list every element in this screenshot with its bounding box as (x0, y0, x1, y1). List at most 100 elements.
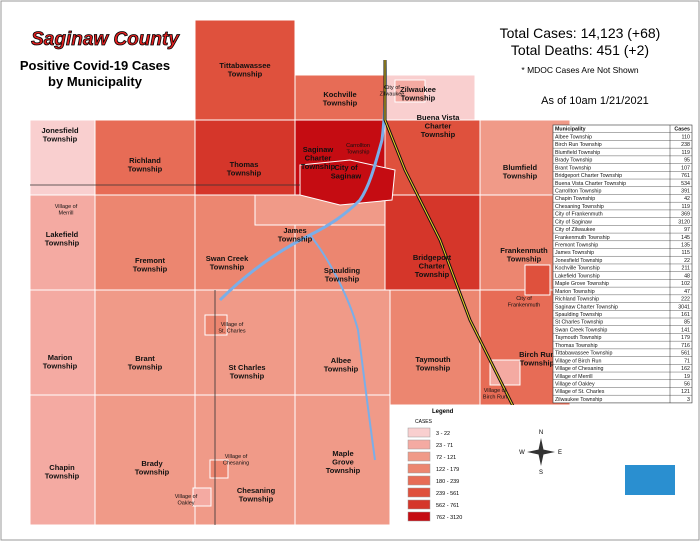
table-cell: 391 (681, 188, 690, 194)
legend-label: 3 - 22 (436, 431, 450, 437)
map-label: Brant Township (128, 354, 163, 372)
city-area (489, 359, 521, 386)
legend-label: 762 - 3120 (436, 515, 462, 521)
map-label-line: Thomas (230, 160, 259, 169)
map-label-line: City of (384, 85, 400, 91)
city-area (192, 487, 212, 507)
map-label: Marion Township (43, 353, 78, 371)
legend-swatch (407, 463, 431, 474)
table-cell: Village of Merrill (555, 374, 593, 380)
map-label-line: Township (503, 172, 538, 181)
map-label-line: Bridgeport (413, 253, 452, 262)
map-label-line: Village of (484, 388, 507, 394)
map-label-line: Chesaning (237, 486, 276, 495)
map-label: City of Zilwaukee (380, 85, 405, 98)
compass-s: S (539, 470, 543, 476)
region (29, 119, 96, 196)
table-cell: City of Saginaw (555, 219, 592, 225)
map-label-line: Spaulding (324, 266, 361, 275)
map-label-line: Birch Run (519, 350, 555, 359)
table-cell: Thomas Township (555, 343, 598, 349)
map-label-line: City of (334, 163, 358, 172)
map-label-line: Township (135, 468, 170, 477)
map-label: Kochville Township (323, 90, 358, 108)
map-label-line: Swan Creek (206, 254, 249, 263)
map-label: Albee Township (324, 356, 359, 374)
table-cell: 119 (682, 204, 690, 210)
map-label-line: Village of (55, 204, 78, 210)
table-cell: Frankenmuth Township (555, 235, 610, 241)
as-of: As of 10am 1/21/2021 (541, 95, 649, 107)
city-area (524, 264, 551, 296)
table-cell: 42 (684, 196, 690, 202)
map-label: Swan Creek Township (206, 254, 249, 272)
region (29, 394, 96, 526)
map-label: City of Saginaw (331, 163, 362, 181)
table-cell: 115 (682, 250, 690, 256)
table-cell: 162 (681, 366, 690, 372)
table-cell: 561 (681, 351, 690, 357)
legend-label: 562 - 761 (436, 503, 459, 509)
note: * MDOC Cases Are Not Shown (521, 65, 638, 75)
map-label-line: Zilwaukee (380, 92, 405, 98)
map-label-line: Buena Vista (417, 113, 461, 122)
map-label-line: Brady (141, 459, 163, 468)
map-label-line: Oakley (177, 501, 194, 507)
table-cell: St Charles Township (555, 320, 603, 326)
map-label-line: Township (401, 94, 436, 103)
legend-swatch (407, 487, 431, 498)
table-cell: 145 (681, 235, 690, 241)
table-cell: Village of Chesaning (555, 366, 604, 372)
cases-table: Municipality Cases Albee Township 110 Birch … (552, 124, 693, 404)
map-label: Chapin Township (45, 463, 80, 481)
map-label-line: St Charles (228, 363, 265, 372)
table-cell: 161 (681, 312, 690, 318)
table-cell: 135 (681, 243, 690, 249)
city-area (204, 314, 228, 336)
table-cell: Blumfield Township (555, 150, 600, 156)
map-label-line: Village of (221, 322, 244, 328)
table-cell: 211 (682, 266, 690, 272)
county-map (29, 19, 571, 526)
compass: N S E W (519, 430, 562, 476)
compass-n: N (539, 430, 543, 436)
map-label: Maple Grove Township (326, 449, 361, 475)
compass-w: W (519, 450, 525, 456)
compass-e: E (558, 450, 562, 456)
subtitle: Positive Covid-19 Cases (20, 58, 170, 73)
map-label-line: Township (323, 99, 358, 108)
table-cell: City of Zilwaukee (555, 227, 595, 233)
map-label: Brady Township (135, 459, 170, 477)
map-label-line: Township (45, 472, 80, 481)
map-label-line: Township (128, 363, 163, 372)
region (194, 119, 296, 196)
map-label: Village of St. Charles (218, 322, 245, 335)
title: Saginaw County (31, 29, 180, 50)
legend-swatch (407, 499, 431, 510)
table-cell: 22 (684, 258, 690, 264)
region (294, 289, 391, 396)
map-label: St Charles Township (228, 363, 265, 381)
map-label-line: Saginaw (331, 172, 362, 181)
highway (384, 60, 521, 421)
map-label: Village of Merrill (55, 204, 78, 217)
map-label-line: Township (301, 162, 336, 171)
map-label: Tittabawassee Township (219, 61, 270, 79)
table-cell: 121 (681, 389, 690, 395)
map-label-line: Charter (419, 262, 446, 271)
table-cell: 3 (687, 397, 690, 403)
map-label-line: Township (278, 235, 313, 244)
map-label-line: Township (325, 275, 360, 284)
table-cell: Carrollton Township (555, 188, 601, 194)
table-cell: 3120 (678, 219, 690, 225)
map-label-line: Frankenmuth (508, 303, 540, 309)
map-label-line: Carrollton (346, 143, 370, 149)
region (384, 194, 481, 291)
river (309, 234, 376, 461)
map-label: Village of Oakley (175, 494, 198, 507)
region (29, 289, 96, 396)
table-cell: Richland Township (555, 297, 599, 303)
region (94, 289, 196, 396)
map-label-line: Zilwaukee (400, 85, 436, 94)
total-cases: Total Cases: 14,123 (+68) (500, 25, 661, 41)
